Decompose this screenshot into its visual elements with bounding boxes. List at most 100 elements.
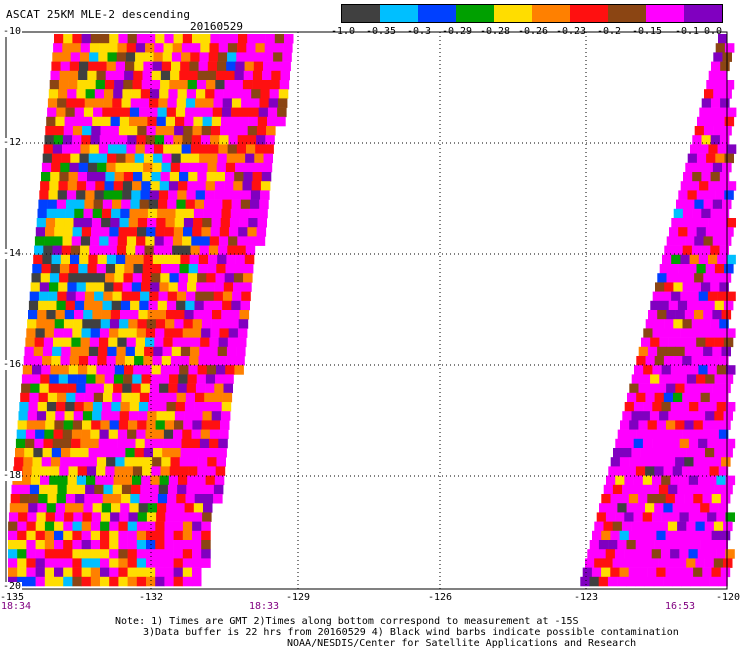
swath-cell	[725, 402, 736, 412]
swath-cell	[207, 457, 217, 467]
swath-cell	[118, 549, 128, 559]
swath-cell	[107, 448, 117, 458]
swath-cell	[146, 576, 156, 587]
swath-cell	[200, 236, 210, 246]
swath-cell	[136, 540, 147, 550]
swath-cell	[679, 512, 689, 522]
swath-cell	[714, 264, 725, 274]
swath-cell	[700, 319, 711, 329]
colorbar-swatch-9	[684, 5, 722, 22]
swath-cell	[212, 208, 222, 219]
swath-cell	[72, 34, 82, 44]
swath-cell	[711, 457, 722, 467]
swath-cell	[164, 227, 175, 237]
swath-cell	[171, 448, 181, 458]
swath-cell	[147, 310, 158, 320]
swath-cell	[8, 558, 18, 568]
swath-cell	[40, 466, 51, 476]
swath-cell	[252, 172, 263, 182]
swath-cell	[22, 365, 33, 375]
swath-cell	[173, 429, 183, 440]
swath-cell	[113, 374, 124, 384]
swath-cell	[53, 429, 63, 440]
swath-cell	[44, 135, 54, 145]
swath-cell	[152, 61, 163, 72]
swath-cell	[247, 227, 257, 237]
swath-cell	[187, 282, 197, 292]
swath-cell	[54, 420, 64, 430]
swath-cell	[676, 199, 686, 210]
swath-cell	[53, 328, 64, 338]
swath-cell	[670, 549, 680, 559]
swath-cell	[87, 70, 97, 81]
swath-cell	[56, 107, 66, 118]
swath-cell	[56, 402, 66, 412]
swath-cell	[172, 236, 183, 246]
swath-cell	[666, 273, 676, 283]
swath-cell	[8, 540, 18, 550]
swath-cell	[110, 218, 120, 228]
swath-cell	[65, 107, 75, 118]
swath-cell	[80, 245, 90, 256]
swath-cell	[76, 89, 86, 99]
swath-cell	[68, 273, 78, 283]
swath-cell	[104, 475, 114, 486]
swath-cell	[35, 521, 46, 532]
swath-cell	[147, 411, 157, 421]
swath-cell	[712, 236, 723, 246]
swath-cell	[675, 457, 685, 467]
swath-cell	[146, 530, 156, 541]
swath-cell	[155, 328, 165, 338]
colorbar-swatch-0	[342, 5, 380, 22]
swath-cell	[230, 208, 241, 219]
swath-cell	[52, 438, 63, 449]
swath-cell	[65, 494, 76, 504]
swath-cell	[248, 218, 258, 228]
swath-cell	[54, 126, 64, 136]
swath-cell	[198, 356, 208, 366]
swath-cell	[138, 402, 149, 412]
swath-cell	[709, 576, 719, 587]
swath-cell	[8, 576, 18, 587]
swath-cell	[168, 475, 179, 486]
swath-cell	[128, 218, 139, 228]
swath-cell	[37, 402, 48, 412]
swath-cell	[192, 549, 202, 559]
swath-cell	[8, 512, 19, 522]
swath-cell	[263, 153, 273, 164]
swath-cell	[98, 346, 108, 357]
swath-cell	[111, 503, 121, 513]
swath-cell	[127, 558, 138, 568]
swath-cell	[694, 236, 704, 246]
swath-cell	[661, 328, 672, 338]
swath-cell	[201, 34, 211, 44]
swath-cell	[137, 319, 147, 329]
swath-cell	[610, 567, 620, 578]
swath-cell	[235, 356, 245, 366]
swath-cell	[211, 116, 222, 127]
swath-cell	[73, 218, 83, 228]
swath-cell	[100, 420, 110, 430]
swath-cell	[596, 512, 607, 522]
swath-cell	[40, 374, 50, 384]
swath-cell	[191, 429, 201, 440]
swath-cell	[168, 89, 178, 99]
swath-cell	[169, 273, 179, 283]
swath-cell	[185, 199, 196, 210]
swath-cell	[101, 116, 111, 127]
swath-cell	[103, 484, 113, 495]
swath-cell	[199, 245, 210, 256]
swath-cell	[166, 402, 176, 412]
swath-cell	[152, 162, 162, 173]
swath-cell	[187, 181, 197, 191]
swath-cell	[165, 512, 175, 522]
swath-cell	[659, 448, 669, 458]
swath-cell	[8, 530, 18, 541]
swath-cell	[196, 80, 207, 90]
swath-cell	[717, 107, 728, 118]
swath-cell	[178, 374, 188, 384]
swath-cell	[135, 43, 146, 53]
swath-cell	[717, 181, 727, 191]
swath-cell	[674, 494, 685, 504]
swath-cell	[219, 328, 229, 338]
